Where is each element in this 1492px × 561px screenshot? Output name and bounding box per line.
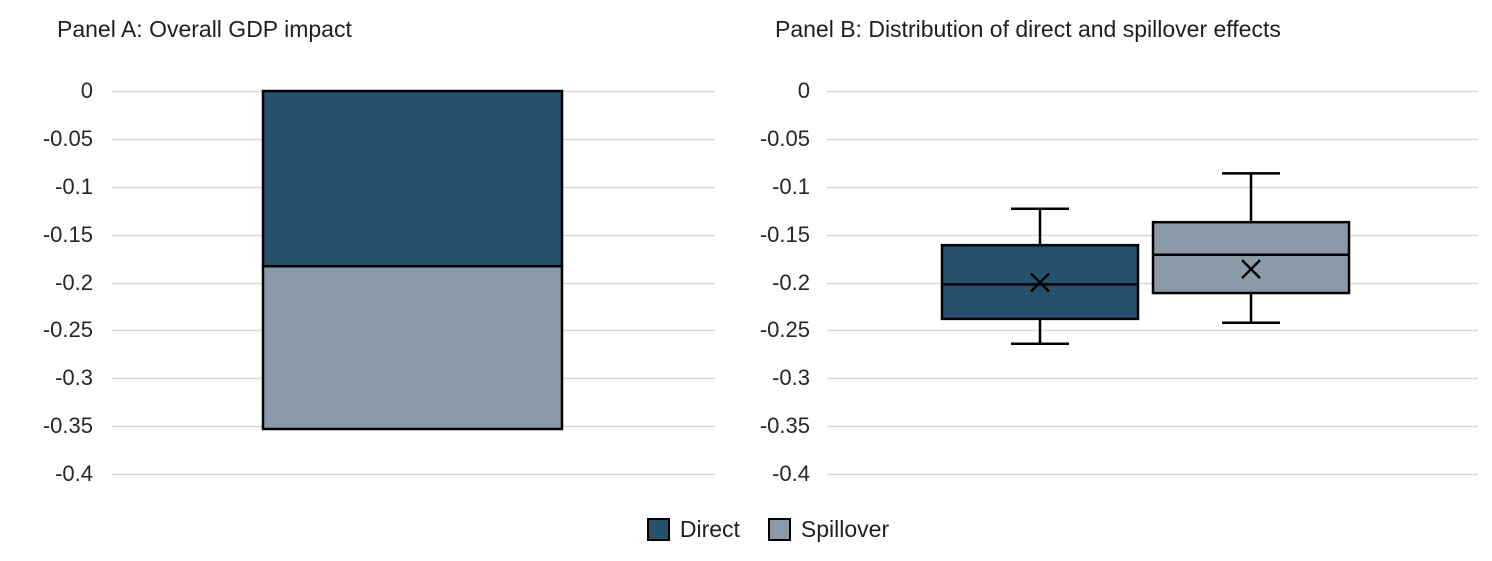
legend-label-direct: Direct <box>679 516 740 542</box>
y-tick-label: -0.3 <box>772 365 810 391</box>
y-tick-label: -0.2 <box>55 269 93 295</box>
bar-segment-spillover <box>261 264 564 431</box>
legend-swatch-direct <box>646 518 670 541</box>
box-spillover <box>1151 220 1351 295</box>
legend-item-spillover: Spillover <box>767 516 890 543</box>
bar-segment-direct <box>261 89 564 268</box>
y-tick-label: -0.35 <box>759 413 810 439</box>
y-tick-label: -0.1 <box>55 173 93 199</box>
y-tick-label: -0.3 <box>55 365 93 391</box>
y-tick-label: -0.2 <box>772 269 810 295</box>
panel-a-title: Panel A: Overall GDP impact <box>57 16 352 42</box>
legend-swatch-spillover <box>767 518 791 541</box>
y-tick-label: -0.05 <box>759 125 810 151</box>
y-tick-label: -0.05 <box>42 125 93 151</box>
y-tick-label: -0.35 <box>42 413 93 439</box>
legend-label-spillover: Spillover <box>800 516 890 542</box>
y-tick-label: -0.4 <box>55 461 93 486</box>
legend-item-direct: Direct <box>646 516 740 543</box>
y-tick-label: 0 <box>80 78 93 103</box>
y-tick-label: -0.25 <box>42 317 93 343</box>
y-tick-label: -0.4 <box>772 461 810 486</box>
legend: Direct Spillover <box>22 516 1492 543</box>
mean-x-marker-spillover <box>1241 259 1261 279</box>
y-tick-label: -0.15 <box>759 221 810 247</box>
y-tick-label: -0.15 <box>42 221 93 247</box>
panel-b-title: Panel B: Distribution of direct and spil… <box>775 16 1281 42</box>
y-tick-label: 0 <box>797 78 810 103</box>
y-tick-label: -0.1 <box>772 173 810 199</box>
mean-x-marker-direct <box>1030 272 1050 293</box>
y-tick-label: -0.25 <box>759 317 810 343</box>
